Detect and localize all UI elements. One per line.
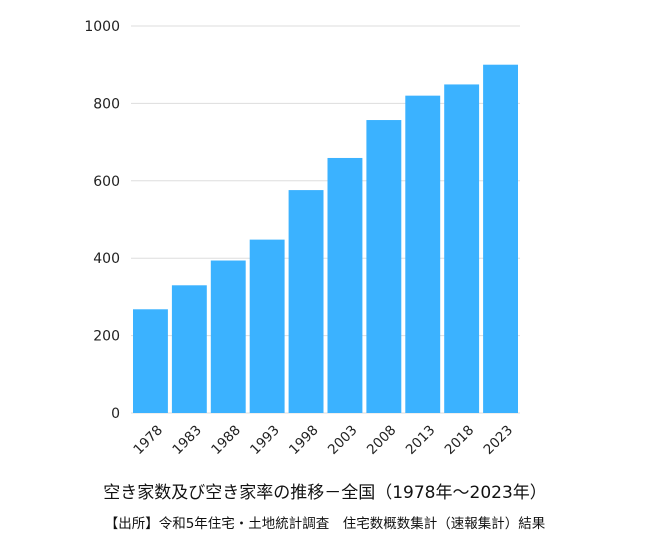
x-tick-label: 2003 [325,422,361,458]
x-axis-ticks: 1978 1983 1988 1993 1998 2003 2008 2013 2018 2023 [130,422,516,458]
y-tick-label: 1000 [84,19,120,35]
y-tick-label: 400 [93,251,120,267]
bar-1998 [288,190,324,413]
bar-1978 [133,309,168,413]
x-tick-label: 1978 [130,422,166,458]
bar-2013 [405,95,441,413]
bar-1983 [171,285,207,413]
x-tick-label: 2013 [403,422,439,458]
x-tick-label: 1983 [169,422,205,458]
chart-title: 空き家数及び空き家率の推移－全国（1978年～2023年） [103,483,547,503]
source-note: 【出所】令和5年住宅・土地統計調査 住宅数概数集計（速報集計）結果 [104,516,546,532]
y-tick-label: 0 [111,406,120,422]
x-tick-label: 2023 [481,422,517,458]
x-tick-label: 1993 [247,422,283,458]
y-axis-ticks: 0 200 400 600 800 1000 [84,19,120,422]
x-tick-label: 1988 [208,422,244,458]
bar-2023 [483,64,518,413]
bar-2018 [444,84,480,413]
x-tick-label: 2018 [442,422,478,458]
bar-1993 [249,239,285,413]
bars [133,64,518,413]
y-tick-label: 600 [93,174,120,190]
y-tick-label: 800 [93,96,120,112]
y-tick-label: 200 [93,329,120,345]
bar-1988 [210,260,246,413]
x-tick-label: 2008 [364,422,400,458]
bar-2008 [366,120,402,413]
x-tick-label: 1998 [286,422,322,458]
bar-2003 [327,157,363,413]
